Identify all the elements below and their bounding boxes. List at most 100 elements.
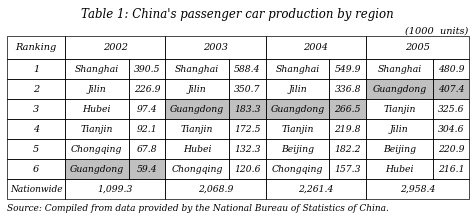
Text: Ranking: Ranking [15,43,57,52]
Text: 2002: 2002 [103,43,128,52]
Bar [330,139,366,159]
Text: 325.6: 325.6 [438,105,464,114]
Text: 172.5: 172.5 [234,125,261,134]
Text: 6: 6 [33,165,39,174]
Bar [7,119,65,139]
Bar [65,139,129,159]
Bar [330,119,366,139]
Text: Jilin: Jilin [188,85,207,94]
Text: 132.3: 132.3 [234,145,261,154]
Bar [129,79,165,99]
Text: 216.1: 216.1 [438,165,464,174]
Text: Hubei: Hubei [385,165,414,174]
Bar [165,159,229,179]
Bar [366,99,433,119]
Text: 182.2: 182.2 [334,145,361,154]
Bar [266,159,330,179]
Bar [65,99,129,119]
Text: 2,261.4: 2,261.4 [298,185,333,194]
Text: 59.4: 59.4 [137,165,157,174]
Text: Hubei: Hubei [83,105,111,114]
Bar [65,179,165,199]
Text: Jilin: Jilin [87,85,106,94]
Text: 336.8: 336.8 [334,85,361,94]
Bar [330,99,366,119]
Bar [229,79,266,99]
Bar [433,159,469,179]
Text: 480.9: 480.9 [438,65,464,74]
Bar [7,159,65,179]
Bar [266,79,330,99]
Bar [266,119,330,139]
Text: Hubei: Hubei [183,145,211,154]
Bar [7,179,65,199]
Bar [229,99,266,119]
Text: 97.4: 97.4 [137,105,157,114]
Bar [229,99,266,119]
Bar [229,59,266,79]
Text: 67.8: 67.8 [137,145,157,154]
Text: 2,068.9: 2,068.9 [198,185,233,194]
Bar [129,159,165,179]
Bar [65,159,129,179]
Text: 1,099.3: 1,099.3 [97,185,133,194]
Text: Shanghai: Shanghai [377,65,421,74]
Text: 304.6: 304.6 [438,125,464,134]
Bar [65,59,129,79]
Text: 92.1: 92.1 [137,125,157,134]
Bar [7,139,65,159]
Bar [129,119,165,139]
Bar [229,119,266,139]
Text: 2005: 2005 [405,43,430,52]
Bar [330,79,366,99]
Bar [366,159,433,179]
Text: Guangdong: Guangdong [170,105,224,114]
Text: Chongqing: Chongqing [272,165,323,174]
Text: 390.5: 390.5 [134,65,160,74]
Text: Chongqing: Chongqing [71,145,123,154]
Text: Shanghai: Shanghai [175,65,219,74]
Bar [7,59,65,79]
Bar [165,139,229,159]
Text: 2: 2 [33,85,39,94]
Text: Jilin: Jilin [288,85,307,94]
Bar [266,36,366,59]
Bar [266,99,330,119]
Bar [330,59,366,79]
Bar [366,119,433,139]
Bar [433,99,469,119]
Text: 5: 5 [33,145,39,154]
Text: 549.9: 549.9 [334,65,361,74]
Text: 3: 3 [33,105,39,114]
Text: Jilin: Jilin [390,125,409,134]
Text: Beijing: Beijing [383,145,416,154]
Text: 2003: 2003 [203,43,228,52]
Bar [366,79,433,99]
Bar [330,159,366,179]
Bar [433,139,469,159]
Text: Beijing: Beijing [281,145,314,154]
Text: Tianjin: Tianjin [281,125,314,134]
Bar [330,99,366,119]
Bar [65,119,129,139]
Bar [266,99,330,119]
Text: Guangdong: Guangdong [270,105,324,114]
Bar [266,139,330,159]
Bar [65,79,129,99]
Text: Tianjin: Tianjin [383,105,416,114]
Text: 2,958.4: 2,958.4 [400,185,435,194]
Bar [433,59,469,79]
Bar [165,36,266,59]
Bar [7,99,65,119]
Bar [165,179,266,199]
Text: Table 1: China's passenger car production by region: Table 1: China's passenger car productio… [81,8,394,21]
Text: 226.9: 226.9 [134,85,160,94]
Bar [129,59,165,79]
Text: Tianjin: Tianjin [81,125,113,134]
Text: 157.3: 157.3 [334,165,361,174]
Bar [165,99,229,119]
Bar [266,59,330,79]
Text: 1: 1 [33,65,39,74]
Text: (1000  units): (1000 units) [405,26,468,35]
Bar [165,59,229,79]
